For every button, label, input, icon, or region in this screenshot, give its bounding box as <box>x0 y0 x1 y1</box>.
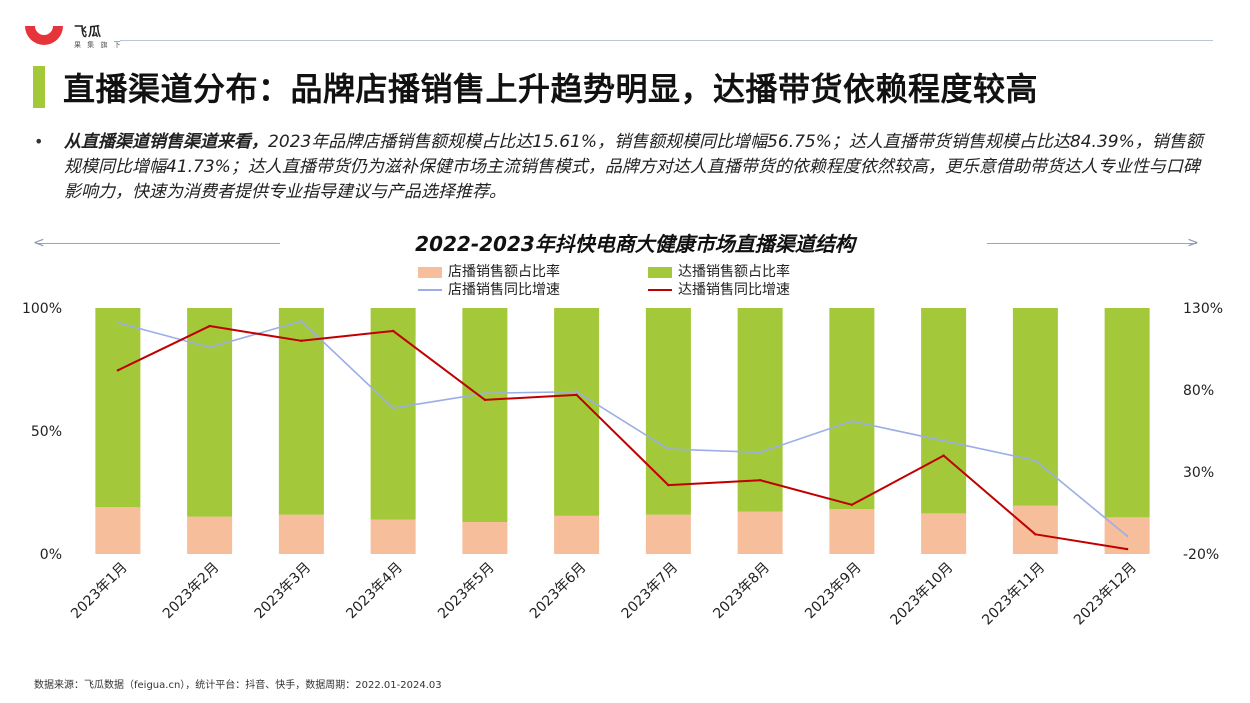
bar-influencer-share-4 <box>370 308 416 520</box>
point-influencer-growth-7 <box>667 483 670 487</box>
x-tick-label: 2023年10月 <box>888 560 957 629</box>
bar-influencer-share-6 <box>554 308 600 516</box>
legend-swatch-influencer-share <box>648 266 672 278</box>
bar-influencer-share-7 <box>645 308 691 515</box>
title-accent-bar <box>33 66 45 108</box>
bar-store-share-8 <box>737 511 783 554</box>
x-tick-label: 2023年1月 <box>68 560 131 623</box>
point-store-growth-10 <box>942 439 945 443</box>
bar-store-share-4 <box>370 519 416 554</box>
line-store-growth <box>117 320 1128 537</box>
point-store-growth-3 <box>300 319 303 323</box>
point-store-growth-9 <box>850 419 854 423</box>
bar-influencer-share-1 <box>95 308 141 508</box>
decorative-line-right <box>987 243 1197 244</box>
y-left-tick-label: 50% <box>31 424 62 440</box>
legend-swatch-store-growth <box>418 289 442 291</box>
bar-influencer-share-10 <box>921 308 967 514</box>
point-influencer-growth-10 <box>942 454 945 457</box>
point-store-growth-2 <box>208 346 211 349</box>
legend-swatch-influencer-growth <box>648 289 672 291</box>
bar-influencer-share-8 <box>737 308 783 512</box>
line-influencer-growth <box>117 325 1128 551</box>
point-store-growth-12 <box>1125 534 1129 538</box>
bar-store-share-7 <box>645 514 691 554</box>
legend-item-store-share: 店播销售额占比率 <box>418 261 560 281</box>
x-tick-label: 2023年8月 <box>710 560 773 623</box>
x-tick-label: 2023年5月 <box>435 560 498 623</box>
point-influencer-growth-11 <box>1034 533 1037 536</box>
y-right-tick-label: 130% <box>1183 301 1223 317</box>
point-store-growth-1 <box>116 321 120 324</box>
point-influencer-growth-3 <box>300 339 303 342</box>
bar-store-share-5 <box>462 522 508 554</box>
bar-influencer-share-9 <box>829 308 875 510</box>
y-right-tick-label: -20% <box>1183 547 1219 563</box>
x-tick-label: 2023年7月 <box>619 560 682 623</box>
bar-store-share-11 <box>1012 505 1058 554</box>
point-store-growth-7 <box>667 447 670 451</box>
page-title: 直播渠道分布：品牌店播销售上升趋势明显，达播带货依赖程度较高 <box>63 70 1039 108</box>
point-influencer-growth-5 <box>483 398 487 402</box>
y-right-tick-label: 80% <box>1183 383 1214 399</box>
chart-title: 2022-2023年抖快电商大健康市场直播渠道结构 <box>415 232 855 256</box>
bar-influencer-share-11 <box>1012 308 1058 506</box>
x-tick-label: 2023年4月 <box>343 560 406 623</box>
y-left-tick-label: 100% <box>22 301 62 317</box>
x-tick-label: 2023年11月 <box>979 560 1048 629</box>
bar-store-share-2 <box>187 516 233 554</box>
point-influencer-growth-9 <box>850 503 854 506</box>
bar-store-share-6 <box>554 515 600 554</box>
bullet-icon: • <box>34 132 44 151</box>
x-tick-label: 2023年6月 <box>527 560 590 623</box>
x-tick-label: 2023年3月 <box>252 560 315 623</box>
x-tick-label: 2023年12月 <box>1071 560 1140 629</box>
brand-name: 飞瓜 <box>74 25 103 40</box>
point-store-growth-4 <box>391 406 395 410</box>
bar-influencer-share-12 <box>1104 308 1150 518</box>
summary-lead: 从直播渠道销售渠道来看， <box>64 132 268 152</box>
header-divider <box>120 40 1213 41</box>
data-source-note: 数据来源：飞瓜数据（feigua.cn），统计平台：抖音、快手，数据周期：202… <box>34 680 442 691</box>
legend-label-influencer-growth: 达播销售同比增速 <box>678 282 790 298</box>
point-store-growth-8 <box>758 451 762 454</box>
point-influencer-growth-4 <box>391 329 395 333</box>
y-left-tick-label: 0% <box>40 547 62 563</box>
legend-item-influencer-share: 达播销售额占比率 <box>648 261 790 281</box>
point-influencer-growth-1 <box>116 369 120 372</box>
point-influencer-growth-12 <box>1125 547 1129 551</box>
point-store-growth-5 <box>483 392 487 395</box>
legend-label-store-share: 店播销售额占比率 <box>448 264 560 280</box>
point-influencer-growth-2 <box>208 324 211 328</box>
arrow-left-icon: < <box>33 235 45 251</box>
decorative-line-left <box>36 243 280 244</box>
arrow-right-icon: > <box>1187 235 1199 251</box>
legend-swatch-store-share <box>418 266 442 278</box>
bar-store-share-10 <box>921 513 967 554</box>
point-store-growth-6 <box>575 390 578 393</box>
legend-item-influencer-growth: 达播销售同比增速 <box>648 279 790 299</box>
point-influencer-growth-8 <box>758 479 762 482</box>
bar-influencer-share-5 <box>462 308 508 523</box>
summary-paragraph: 从直播渠道销售渠道来看，2023年品牌店播销售额规模占比达15.61%，销售额规… <box>64 130 1204 205</box>
feigua-logo-icon <box>25 26 63 45</box>
summary-text: 2023年品牌店播销售额规模占比达15.61%，销售额规模同比增幅56.75%；… <box>64 132 1203 202</box>
bar-store-share-1 <box>95 507 141 554</box>
brand-slogan: 果 集 旗 下 <box>74 41 123 49</box>
bar-store-share-9 <box>829 509 875 554</box>
legend-item-store-growth: 店播销售同比增速 <box>418 279 560 299</box>
point-influencer-growth-6 <box>575 393 578 397</box>
bar-influencer-share-3 <box>278 308 324 515</box>
x-tick-label: 2023年2月 <box>160 560 223 623</box>
bar-influencer-share-2 <box>187 308 233 517</box>
bar-store-share-3 <box>278 514 324 554</box>
y-right-tick-label: 30% <box>1183 465 1214 481</box>
x-tick-label: 2023年9月 <box>802 560 865 623</box>
point-store-growth-11 <box>1034 459 1037 462</box>
legend-label-store-growth: 店播销售同比增速 <box>448 282 560 298</box>
legend-label-influencer-share: 达播销售额占比率 <box>678 264 790 280</box>
